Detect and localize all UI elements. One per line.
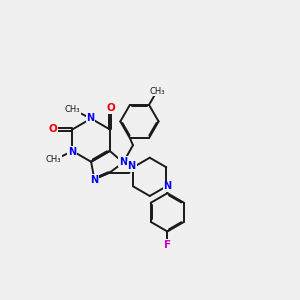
Text: CH₃: CH₃ bbox=[64, 105, 80, 114]
Text: N: N bbox=[164, 182, 172, 191]
Text: O: O bbox=[48, 124, 57, 134]
Text: N: N bbox=[119, 157, 127, 166]
Text: CH₃: CH₃ bbox=[150, 87, 165, 96]
Text: O: O bbox=[106, 103, 115, 113]
Text: F: F bbox=[164, 240, 171, 250]
Text: N: N bbox=[87, 112, 95, 123]
Text: N: N bbox=[128, 161, 136, 172]
Text: CH₃: CH₃ bbox=[46, 155, 62, 164]
Text: N: N bbox=[90, 175, 98, 185]
Text: N: N bbox=[68, 147, 76, 157]
